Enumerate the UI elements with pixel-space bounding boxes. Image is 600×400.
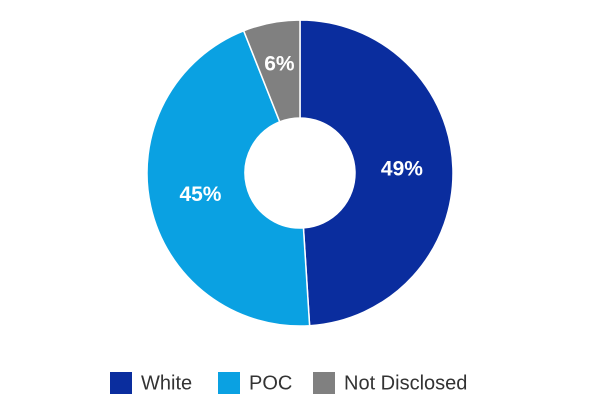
data-label: 49% [381,157,423,180]
donut-segment [146,29,311,327]
legend-label: POC [249,372,292,394]
legend-label: White [141,372,192,394]
donut-segment [299,19,454,327]
data-label: 6% [264,52,295,75]
legend-swatch [313,372,335,394]
legend-label: Not Disclosed [344,372,467,394]
legend-swatch [218,372,240,394]
data-label: 45% [179,183,221,206]
legend-swatch [110,372,132,394]
donut-segment [242,19,301,123]
